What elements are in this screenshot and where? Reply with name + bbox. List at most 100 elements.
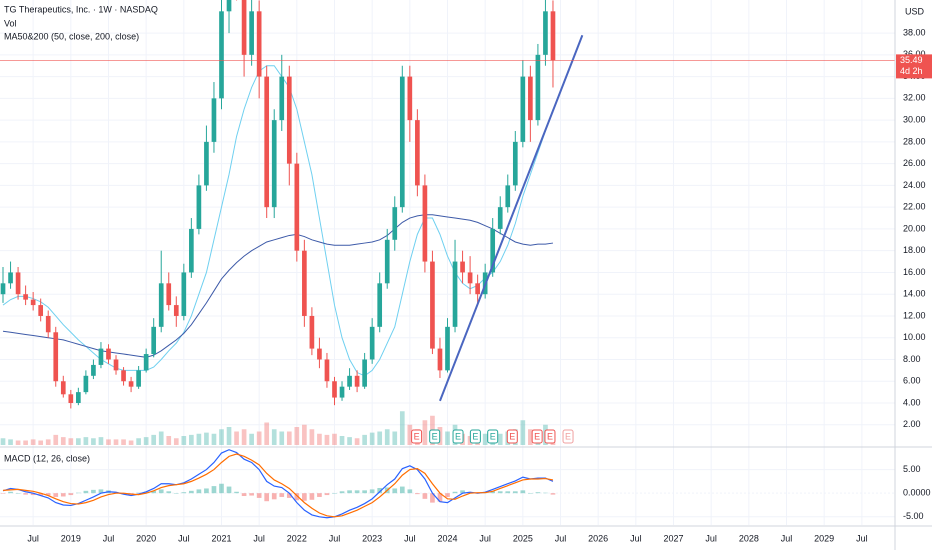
candle-body bbox=[279, 76, 285, 121]
volume-bar bbox=[271, 429, 277, 445]
countdown-label: 4d 2h bbox=[900, 66, 923, 76]
x-tick-label: Jul bbox=[253, 533, 265, 543]
candle-body bbox=[181, 272, 187, 316]
candle-body bbox=[362, 359, 367, 387]
volume-bar bbox=[60, 437, 66, 445]
earnings-label: E bbox=[414, 431, 420, 441]
macd-histogram-bar bbox=[38, 493, 44, 496]
volume-bar bbox=[309, 429, 315, 445]
macd-histogram-bar bbox=[377, 487, 383, 494]
volume-bar bbox=[279, 431, 285, 445]
x-tick-label: 2026 bbox=[588, 533, 608, 543]
candle-body bbox=[91, 364, 96, 376]
candle-body bbox=[384, 239, 390, 284]
macd-histogram-bar bbox=[8, 491, 13, 494]
candle-body bbox=[430, 261, 435, 349]
x-tick-label: 2021 bbox=[211, 533, 231, 543]
last-price-tag bbox=[896, 54, 932, 79]
macd-histogram-bar bbox=[0, 493, 6, 494]
volume-bar bbox=[497, 433, 503, 445]
candle-body bbox=[332, 381, 337, 398]
candle-body bbox=[339, 386, 345, 398]
macd-histogram-bar bbox=[151, 490, 157, 494]
earnings-marker bbox=[531, 429, 543, 444]
candle-body bbox=[437, 348, 443, 371]
volume-bar bbox=[286, 431, 292, 445]
macd-histogram-bar bbox=[309, 493, 315, 500]
macd-histogram-bar bbox=[166, 491, 172, 494]
candle-body bbox=[377, 283, 383, 327]
earnings-marker bbox=[487, 429, 499, 444]
macd-histogram-bar bbox=[256, 493, 262, 498]
macd-histogram-bar bbox=[60, 493, 66, 497]
volume-bar bbox=[482, 433, 488, 445]
volume-bar bbox=[151, 434, 157, 445]
candle-body bbox=[309, 315, 315, 349]
y-tick-label: 38.00 bbox=[903, 27, 926, 37]
x-tick-label: 2024 bbox=[437, 533, 457, 543]
macd-histogram-bar bbox=[505, 491, 511, 494]
candle-body bbox=[512, 141, 518, 186]
volume-bar bbox=[392, 431, 398, 445]
candle-body bbox=[226, 0, 232, 12]
candle-body bbox=[302, 250, 307, 316]
candle-body bbox=[8, 272, 13, 284]
candle-body bbox=[151, 326, 157, 355]
candle-body bbox=[38, 305, 44, 316]
volume-bar bbox=[219, 429, 224, 445]
candle-body bbox=[271, 120, 277, 208]
macd-histogram-bar bbox=[490, 491, 496, 494]
x-tick-label: Jul bbox=[479, 533, 491, 543]
earnings-marker bbox=[506, 429, 518, 444]
y-tick-label: 20.00 bbox=[903, 223, 926, 233]
last-price-label: 35.49 bbox=[900, 55, 923, 65]
macd-histogram-bar bbox=[76, 492, 81, 494]
macd-histogram-bar bbox=[399, 486, 405, 494]
volume-bar bbox=[324, 434, 330, 445]
x-tick-label: 2029 bbox=[814, 533, 834, 543]
candle-body bbox=[264, 76, 270, 208]
candle-body bbox=[68, 394, 74, 404]
volume-bar bbox=[136, 438, 141, 445]
x-tick-label: Jul bbox=[856, 533, 868, 543]
macd-histogram-bar bbox=[437, 493, 443, 502]
volume-bar bbox=[528, 429, 533, 445]
volume-bar bbox=[53, 434, 59, 445]
candle-body bbox=[128, 381, 134, 387]
macd-histogram-bar bbox=[369, 489, 375, 494]
macd-label: MACD (12, 26, close) bbox=[4, 453, 90, 463]
macd-histogram-bar bbox=[430, 493, 435, 503]
macd-line bbox=[2, 453, 554, 518]
earnings-label: E bbox=[472, 431, 478, 441]
x-tick-label: Jul bbox=[555, 533, 567, 543]
candle-body bbox=[528, 76, 533, 121]
candle-body bbox=[354, 375, 360, 387]
earnings-marker bbox=[469, 429, 481, 444]
candle-body bbox=[106, 348, 111, 360]
earnings-label: E bbox=[565, 431, 571, 441]
volume-bar bbox=[264, 422, 270, 445]
macd-tick-label: 5.00 bbox=[903, 464, 921, 474]
y-tick-label: 6.00 bbox=[903, 376, 921, 386]
volume-bar bbox=[83, 437, 89, 445]
volume-bar bbox=[422, 420, 428, 445]
candle-body bbox=[53, 332, 59, 382]
candle-body bbox=[143, 354, 149, 371]
volume-bar bbox=[15, 440, 21, 445]
volume-bar bbox=[399, 411, 405, 445]
volume-bar bbox=[234, 431, 239, 445]
moving-average bbox=[2, 214, 554, 358]
candle-body bbox=[286, 76, 292, 164]
volume-bar bbox=[241, 429, 247, 445]
macd-histogram-bar bbox=[15, 493, 21, 494]
candle-body bbox=[445, 326, 450, 371]
macd-histogram-bar bbox=[339, 491, 345, 494]
earnings-label: E bbox=[455, 431, 461, 441]
candle-body bbox=[211, 98, 217, 142]
macd-histogram-bar bbox=[415, 493, 420, 495]
macd-histogram-bar bbox=[143, 491, 149, 494]
volume-bar bbox=[23, 440, 28, 445]
candle-body bbox=[173, 305, 179, 316]
